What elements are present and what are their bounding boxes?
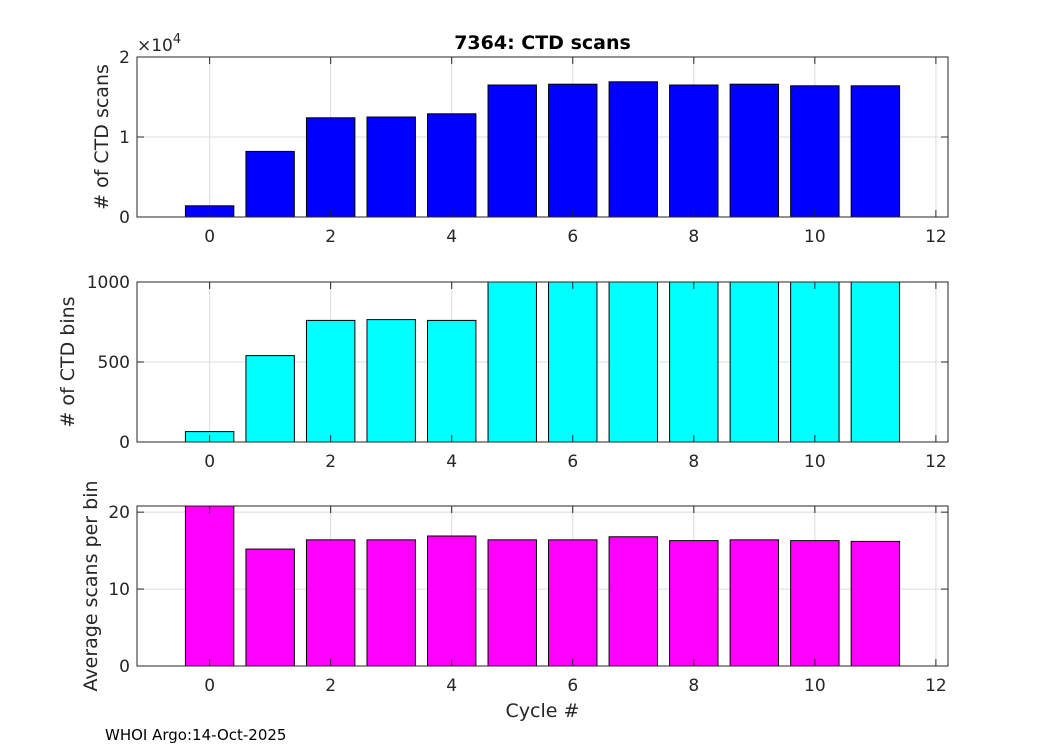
bar-cycle-6 — [548, 281, 598, 443]
x-tick-label: 8 — [688, 227, 699, 247]
exponent-power: 4 — [173, 32, 181, 47]
bar-cycle-10 — [790, 281, 840, 443]
y-exponent-label: ×104 — [137, 32, 181, 56]
bar-cycle-7 — [608, 281, 658, 443]
x-tick-label: 4 — [446, 452, 457, 472]
bar-cycle-5 — [487, 84, 537, 218]
y-tick-label: 2 — [119, 48, 130, 68]
exponent-base: ×10 — [137, 36, 173, 56]
bar-cycle-4 — [427, 319, 477, 443]
x-tick-label: 0 — [204, 452, 215, 472]
bar-cycle-8 — [669, 281, 719, 443]
bar-cycle-10 — [790, 540, 840, 667]
y-axis-label: # of CTD scans — [91, 64, 113, 210]
bar-cycle-0 — [184, 505, 235, 667]
bar-cycle-7 — [608, 81, 658, 218]
bar-cycle-7 — [608, 536, 658, 667]
y-tick-label: 20 — [108, 503, 130, 523]
x-tick-label: 10 — [804, 676, 826, 696]
x-tick-label: 4 — [446, 676, 457, 696]
x-tick-label: 2 — [325, 452, 336, 472]
y-axis-label: Average scans per bin — [80, 480, 102, 691]
bar-cycle-6 — [548, 83, 598, 218]
bar-cycle-6 — [548, 539, 598, 667]
bar-cycle-4 — [427, 535, 477, 667]
bar-cycle-2 — [305, 117, 356, 218]
x-tick-label: 0 — [204, 676, 215, 696]
bar-cycle-8 — [669, 84, 719, 218]
y-tick-label: 1 — [119, 128, 130, 148]
bar-cycle-3 — [366, 539, 416, 667]
bar-cycle-1 — [245, 150, 295, 218]
bar-cycle-9 — [729, 83, 780, 218]
bar-cycle-3 — [366, 116, 416, 218]
x-tick-label: 10 — [804, 227, 826, 247]
bar-cycle-2 — [305, 539, 356, 667]
x-tick-label: 6 — [567, 676, 578, 696]
chart-title: 7364: CTD scans — [454, 32, 631, 54]
x-tick-label: 4 — [446, 227, 457, 247]
x-axis-label: Cycle # — [506, 700, 580, 722]
x-tick-label: 6 — [567, 452, 578, 472]
bar-cycle-9 — [729, 281, 780, 443]
y-tick-label: 0 — [119, 433, 130, 453]
x-tick-label: 8 — [688, 452, 699, 472]
panel-ctd-bins: 0 2 4 6 8 10 12 0 500 1000 # of CTD bins — [57, 273, 949, 472]
footer-credit: WHOI Argo:14-Oct-2025 — [105, 726, 286, 744]
bar-cycle-5 — [487, 281, 537, 443]
x-tick-label: 8 — [688, 676, 699, 696]
bar-cycle-3 — [366, 319, 416, 443]
bar-cycle-2 — [305, 319, 356, 443]
x-tick-label: 0 — [204, 227, 215, 247]
y-tick-label: 1000 — [87, 273, 130, 293]
bar-cycle-1 — [245, 548, 295, 667]
bar-cycle-4 — [427, 113, 477, 218]
bar-cycle-1 — [245, 355, 295, 443]
x-tick-label: 12 — [925, 676, 947, 696]
bar-cycle-10 — [790, 85, 840, 218]
x-tick-label: 12 — [925, 452, 947, 472]
y-axis-label: # of CTD bins — [57, 296, 79, 427]
y-tick-label: 0 — [119, 657, 130, 677]
x-tick-label: 2 — [325, 676, 336, 696]
y-tick-label: 500 — [98, 353, 130, 373]
y-tick-label: 0 — [119, 208, 130, 228]
y-tick-label: 10 — [108, 580, 130, 600]
bar-cycle-11 — [850, 85, 901, 218]
panel-average-scans-per-bin: 0 2 4 6 8 10 12 0 10 20 Average scans per bin Cycle… — [80, 480, 949, 722]
x-tick-label: 10 — [804, 452, 826, 472]
bar-cycle-5 — [487, 539, 537, 667]
x-tick-label: 12 — [925, 227, 947, 247]
bar-cycle-9 — [729, 539, 780, 667]
x-tick-label: 2 — [325, 227, 336, 247]
axes-box — [136, 505, 949, 667]
bar-cycle-11 — [850, 281, 901, 443]
x-tick-label: 6 — [567, 227, 578, 247]
bar-cycle-11 — [850, 540, 901, 667]
bar-cycle-8 — [669, 540, 719, 667]
